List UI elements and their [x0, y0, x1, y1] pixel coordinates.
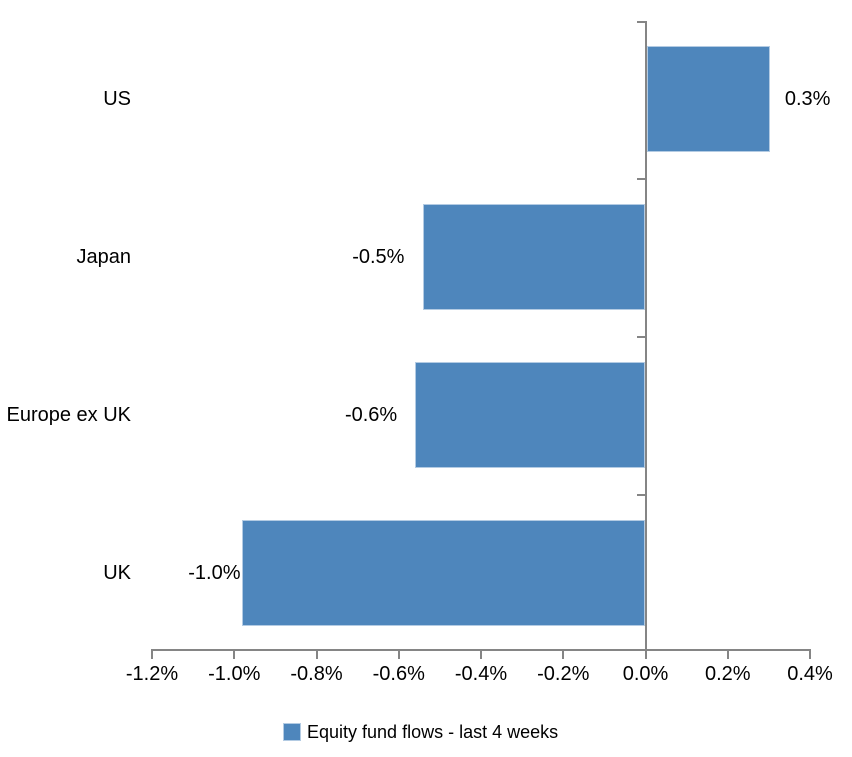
bar-us [647, 46, 771, 153]
x-axis-tick-label: -0.6% [372, 663, 425, 685]
x-axis-tick [726, 651, 729, 659]
x-axis-tick [480, 651, 482, 659]
x-axis-tick [315, 651, 318, 659]
x-axis-tick-label: -0.4% [454, 663, 508, 685]
bar-europe-ex-uk [415, 361, 646, 468]
x-axis-tick [809, 651, 811, 659]
data-label: -0.6% [344, 403, 398, 426]
data-label: -1.0% [188, 561, 241, 584]
x-axis-tick [562, 651, 565, 659]
category-label: Japan [76, 246, 132, 269]
x-axis-tick-label: 0.4% [787, 663, 833, 685]
category-axis-line [644, 20, 647, 659]
x-axis-tick-label: -1.2% [125, 663, 179, 685]
legend-series-label: Equity fund flows - last 4 weeks [307, 722, 559, 742]
x-axis-tick-label: -1.0% [208, 663, 261, 685]
x-axis-tick-label: -0.2% [537, 663, 590, 685]
category-axis-tick [636, 178, 645, 181]
x-axis-tick-label: 0.2% [704, 663, 751, 685]
x-axis-tick [233, 651, 236, 659]
category-axis-tick [636, 20, 645, 23]
bar-japan [423, 204, 646, 311]
x-axis-tick [644, 651, 647, 659]
category-axis-tick [636, 493, 645, 496]
category-label: UK [103, 561, 131, 584]
x-axis-tick [151, 651, 153, 659]
x-axis-tick [397, 651, 400, 659]
bar-uk [242, 519, 646, 626]
category-axis-tick [636, 336, 645, 338]
legend: Equity fund flows - last 4 weeks [283, 721, 558, 743]
data-label: -0.5% [352, 246, 405, 269]
x-axis-line [151, 649, 811, 651]
data-label: 0.3% [784, 88, 831, 111]
x-axis-tick-label: -0.8% [290, 663, 343, 685]
legend-series-swatch-icon [283, 723, 301, 741]
x-axis-tick-label: 0.0% [622, 663, 669, 685]
category-label: US [103, 88, 131, 111]
category-label: Europe ex UK [6, 403, 131, 426]
